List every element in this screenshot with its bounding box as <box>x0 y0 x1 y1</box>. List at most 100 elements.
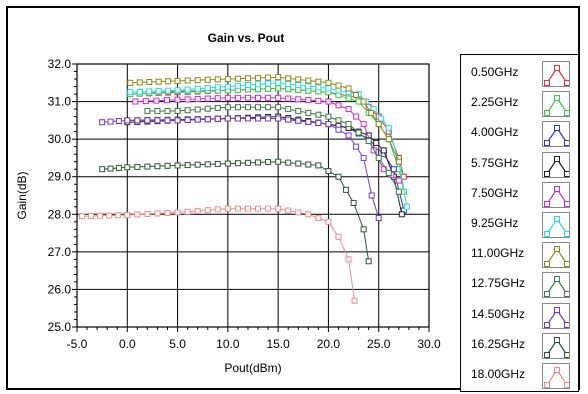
data-point <box>224 115 231 122</box>
legend-swatch-marker <box>564 351 569 358</box>
data-point <box>315 84 322 91</box>
legend-swatch-marker <box>554 155 560 162</box>
data-point <box>360 226 367 233</box>
data-point <box>127 89 134 96</box>
data-point <box>305 211 312 218</box>
data-point <box>204 76 211 83</box>
legend-swatch-marker <box>554 336 560 343</box>
data-point <box>214 76 221 83</box>
data-point <box>375 154 382 161</box>
data-point <box>305 83 312 90</box>
data-point <box>275 79 282 86</box>
legend-item: 18.00GHz <box>461 361 580 391</box>
data-point <box>335 82 342 89</box>
data-point <box>325 98 332 105</box>
legend-swatch-marker <box>564 110 569 117</box>
data-point <box>355 98 362 105</box>
data-point <box>184 116 191 123</box>
data-point <box>378 115 385 122</box>
data-point <box>134 211 141 218</box>
data-point <box>343 186 350 193</box>
legend-swatch-marker <box>554 276 560 283</box>
data-point <box>214 115 221 122</box>
data-point <box>255 159 262 166</box>
data-point <box>398 211 405 218</box>
data-point <box>244 159 251 166</box>
x-tick-label: -5.0 <box>67 337 88 351</box>
legend-label: 0.50GHz <box>471 65 519 79</box>
data-point <box>107 165 114 172</box>
data-point <box>305 97 312 104</box>
data-point <box>325 218 332 225</box>
data-point <box>155 78 162 85</box>
legend-swatch-marker <box>554 125 560 132</box>
x-tick-label: 5.0 <box>169 337 186 351</box>
legend-item: 7.50GHz <box>461 180 580 210</box>
data-point <box>345 256 352 263</box>
chart-svg: -5.0 0.0 5.0 10.0 15.0 20.0 25.0 30.0 25.0 26.0 27… <box>15 31 441 375</box>
legend-item: 2.25GHz <box>461 89 580 119</box>
data-point <box>204 105 211 112</box>
data-point <box>184 96 191 103</box>
data-point <box>164 107 171 114</box>
data-point <box>144 163 151 170</box>
data-point <box>360 121 367 128</box>
data-point <box>373 139 380 146</box>
data-point <box>345 121 352 128</box>
data-point <box>124 117 131 124</box>
legend-item: 11.00GHz <box>461 240 580 270</box>
legend-label: 12.75GHz <box>471 276 526 291</box>
data-point <box>315 215 322 222</box>
data-point <box>395 188 402 195</box>
legend-item: 16.25GHz <box>461 331 580 361</box>
y-tick-label: 31.0 <box>48 95 72 109</box>
data-point <box>345 85 352 92</box>
y-tick-label: 28.0 <box>48 207 72 221</box>
data-point <box>224 76 231 83</box>
legend-item: 12.75GHz <box>461 270 580 300</box>
data-point <box>285 106 292 113</box>
legend-swatch-marker <box>564 231 569 237</box>
data-point <box>255 205 262 212</box>
series-line <box>130 87 405 192</box>
legend-swatch-marker <box>554 185 560 192</box>
data-point <box>134 117 141 124</box>
data-point <box>255 115 262 122</box>
data-point <box>214 206 221 213</box>
data-point <box>153 97 160 104</box>
legend-swatch-icon <box>542 181 570 208</box>
data-point <box>335 233 342 240</box>
data-point <box>164 162 171 169</box>
data-point <box>285 159 292 166</box>
y-tick-label: 27.0 <box>48 245 72 259</box>
data-point <box>255 94 262 101</box>
data-point <box>265 85 272 92</box>
data-point <box>194 207 201 214</box>
data-point <box>265 74 272 81</box>
data-point <box>164 117 171 124</box>
data-point <box>285 75 292 82</box>
y-axis-label: Gain(dB) <box>15 171 29 219</box>
legend-swatch-marker <box>564 200 569 207</box>
y-tick-label: 30.0 <box>48 132 72 146</box>
x-tick-label: 25.0 <box>367 337 391 351</box>
legend-swatch-marker <box>544 382 550 388</box>
data-point <box>164 209 171 216</box>
data-point <box>214 84 221 91</box>
data-point <box>184 208 191 215</box>
data-point <box>174 117 181 124</box>
data-point <box>97 212 104 219</box>
data-point <box>351 297 358 304</box>
plot-area <box>76 63 430 328</box>
x-tick-label: 30.0 <box>417 337 441 351</box>
data-point <box>194 116 201 123</box>
data-point <box>370 147 377 154</box>
data-point <box>305 109 312 116</box>
data-point <box>345 132 352 139</box>
data-point <box>305 77 312 84</box>
data-point <box>350 200 357 207</box>
data-point <box>144 107 151 114</box>
legend-swatch-marker <box>554 367 560 373</box>
x-tick-label: 20.0 <box>317 337 341 351</box>
data-point <box>155 88 162 95</box>
